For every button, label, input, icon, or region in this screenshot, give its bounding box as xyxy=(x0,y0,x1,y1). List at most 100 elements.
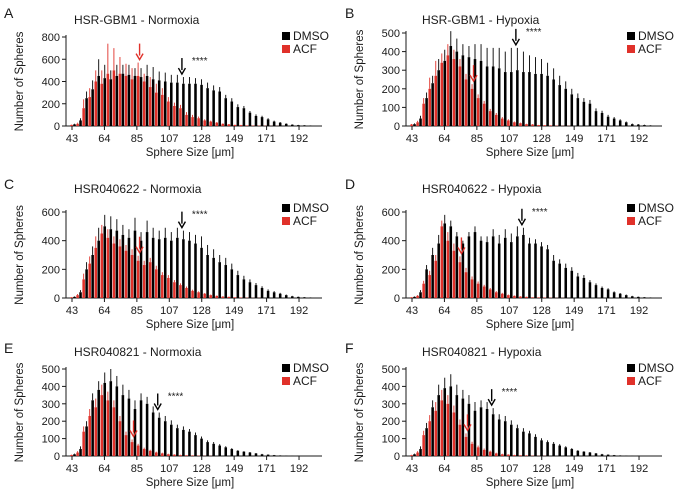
dmso-bar xyxy=(552,79,555,126)
dmso-bar xyxy=(109,381,113,456)
y-tick-label: 0 xyxy=(54,293,60,305)
dmso-bar xyxy=(461,398,465,456)
acf-bar xyxy=(464,272,468,298)
dmso-bar xyxy=(170,424,173,456)
dmso-bar xyxy=(224,265,228,298)
dmso-bar xyxy=(594,453,598,456)
acf-bar xyxy=(70,454,73,456)
acf-bar xyxy=(476,447,480,456)
dmso-bar xyxy=(497,68,501,126)
legend-acf-swatch xyxy=(282,377,290,385)
dmso-bar xyxy=(200,438,203,456)
x-tick-label: 171 xyxy=(597,133,615,145)
legend-acf-label: ACF xyxy=(293,42,317,56)
dmso-bar xyxy=(570,270,574,298)
legend-acf-swatch xyxy=(282,217,290,225)
dmso-bar xyxy=(467,403,471,456)
dmso-bar xyxy=(540,246,543,298)
chart-panel-a: A HSR-GBM1 - Normoxia 0 200 400 600 800 Number … xyxy=(4,5,329,159)
dmso-bar xyxy=(461,243,465,298)
dmso-bar xyxy=(612,292,616,298)
acf-bar xyxy=(482,103,486,126)
significance-stars: **** xyxy=(502,387,518,398)
acf-bar xyxy=(458,424,462,456)
dmso-bar xyxy=(278,122,282,126)
x-tick-label: 107 xyxy=(500,305,518,317)
x-tick-label: 64 xyxy=(98,305,110,317)
x-tick-label: 85 xyxy=(131,305,143,317)
dmso-bar xyxy=(449,46,453,126)
acf-bar xyxy=(507,295,510,298)
acf-bar xyxy=(94,407,98,456)
acf-bar xyxy=(239,125,243,126)
dmso-bar xyxy=(91,89,94,126)
acf-bar xyxy=(154,269,158,298)
acf-bar xyxy=(136,75,140,126)
dmso-bar xyxy=(139,240,143,298)
dmso-bar xyxy=(588,282,592,298)
acf-bar xyxy=(76,295,79,298)
dmso-bar xyxy=(188,83,191,126)
dmso-bar xyxy=(600,454,604,456)
panel-letter: A xyxy=(4,5,14,21)
dmso-bar xyxy=(643,125,646,126)
acf-bar xyxy=(148,450,152,456)
dmso-bar xyxy=(121,234,125,298)
x-tick-label: 192 xyxy=(630,463,648,475)
acf-bar xyxy=(70,124,73,126)
dmso-arrow-head xyxy=(487,398,496,407)
acf-bar xyxy=(422,283,425,298)
dmso-bar xyxy=(236,107,240,126)
acf-bar xyxy=(233,297,237,298)
acf-bar xyxy=(161,275,164,298)
acf-bar xyxy=(136,445,140,456)
x-tick-label: 85 xyxy=(131,133,143,145)
significance-stars: **** xyxy=(192,56,208,67)
acf-bar xyxy=(167,454,170,456)
acf-bar xyxy=(76,123,79,126)
x-tick-label: 149 xyxy=(565,133,583,145)
dmso-bar xyxy=(419,449,422,456)
acf-bar xyxy=(513,295,516,298)
x-tick-label: 149 xyxy=(565,305,583,317)
dmso-bar xyxy=(97,389,100,456)
acf-bar xyxy=(446,403,450,456)
acf-arrow-head xyxy=(457,247,466,255)
acf-bar xyxy=(118,73,122,126)
acf-bar xyxy=(488,289,492,298)
acf-bar xyxy=(410,455,413,456)
x-axis-label: Sphere Size [μm] xyxy=(486,477,574,489)
acf-bar xyxy=(428,275,431,298)
dmso-bar xyxy=(443,60,447,126)
acf-bar xyxy=(227,124,231,126)
acf-bar xyxy=(94,247,98,298)
acf-bar xyxy=(197,292,200,298)
legend-dmso-label: DMSO xyxy=(638,361,674,375)
y-tick-label: 200 xyxy=(42,416,60,428)
acf-bar xyxy=(476,98,480,126)
dmso-bar xyxy=(503,72,507,126)
acf-bar xyxy=(470,279,474,298)
acf-bar xyxy=(488,111,492,126)
dmso-bar xyxy=(133,230,137,298)
dmso-bar xyxy=(297,125,300,126)
acf-bar xyxy=(197,118,200,126)
dmso-bar xyxy=(91,255,94,298)
dmso-arrow-head xyxy=(153,403,162,411)
acf-bar xyxy=(130,255,134,298)
x-tick-label: 43 xyxy=(66,463,78,475)
acf-bar xyxy=(142,81,146,126)
acf-arrow-head xyxy=(129,430,138,438)
legend-dmso-label: DMSO xyxy=(638,201,674,215)
acf-bar xyxy=(148,87,152,126)
y-tick-label: 500 xyxy=(382,364,400,376)
dmso-bar xyxy=(127,237,131,298)
dmso-bar xyxy=(157,417,161,456)
dmso-bar xyxy=(97,240,100,298)
acf-bar xyxy=(142,449,146,456)
dmso-bar xyxy=(437,243,440,298)
acf-bar xyxy=(422,435,425,456)
dmso-bar xyxy=(564,267,568,298)
dmso-bar xyxy=(479,407,483,456)
dmso-bar xyxy=(582,101,586,126)
